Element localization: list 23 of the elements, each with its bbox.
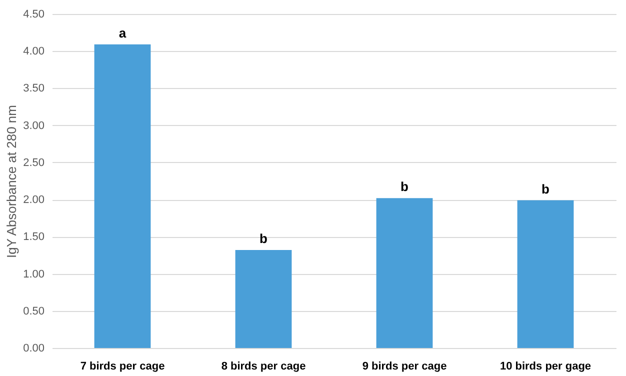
y-tick-label: 1.00 xyxy=(23,268,44,280)
bar xyxy=(517,200,574,348)
y-tick-label: 4.50 xyxy=(23,8,44,20)
bar xyxy=(376,198,433,348)
x-tick-label: 7 birds per cage xyxy=(80,360,165,372)
x-tick-label: 8 birds per cage xyxy=(221,360,306,372)
bar xyxy=(94,44,151,348)
y-tick-label: 3.00 xyxy=(23,120,44,132)
y-tick-label: 0.50 xyxy=(23,305,44,318)
y-tick-label: 2.00 xyxy=(23,194,44,206)
y-tick-label: 1.50 xyxy=(23,231,44,244)
bar xyxy=(235,250,292,348)
y-tick-label: 0.00 xyxy=(23,342,44,354)
y-tick-label: 3.50 xyxy=(23,82,44,95)
y-axis-title: IgY Absorbance at 280 nm xyxy=(4,105,20,258)
y-tick-label: 4.00 xyxy=(23,46,44,58)
x-tick-label: 10 birds per gage xyxy=(500,360,592,372)
annotation: b xyxy=(260,231,268,246)
annotation: b xyxy=(542,181,550,196)
y-tick-label: 2.50 xyxy=(23,156,44,169)
annotation: b xyxy=(400,179,409,194)
x-tick-label: 9 birds per cage xyxy=(362,360,447,372)
annotation: a xyxy=(118,25,127,40)
